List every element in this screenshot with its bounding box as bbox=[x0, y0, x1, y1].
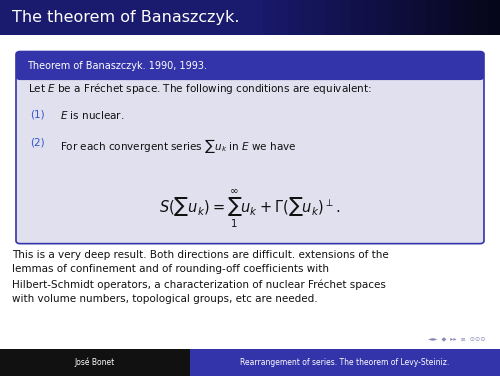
Bar bbox=[375, 0, 388, 35]
Bar bbox=[20, 66, 480, 77]
Bar bbox=[250, 0, 262, 35]
FancyBboxPatch shape bbox=[16, 52, 484, 80]
Text: Rearrangement of series. The theorem of Levy-Steiniz.: Rearrangement of series. The theorem of … bbox=[240, 358, 450, 367]
Text: (1): (1) bbox=[30, 109, 44, 119]
Bar bbox=[425, 0, 438, 35]
Bar bbox=[462, 0, 475, 35]
Bar bbox=[362, 0, 375, 35]
Bar bbox=[0, 0, 500, 35]
Bar bbox=[488, 0, 500, 35]
Bar bbox=[300, 0, 312, 35]
Bar bbox=[450, 0, 462, 35]
FancyBboxPatch shape bbox=[16, 52, 484, 244]
Bar bbox=[400, 0, 412, 35]
Bar bbox=[0, 35, 500, 349]
Text: Let $E$ be a Fréchet space. The following conditions are equivalent:: Let $E$ be a Fréchet space. The followin… bbox=[28, 81, 371, 96]
Bar bbox=[0, 349, 190, 376]
Bar bbox=[350, 0, 362, 35]
Text: For each convergent series $\sum u_k$ in $E$ we have: For each convergent series $\sum u_k$ in… bbox=[60, 137, 296, 155]
Bar bbox=[275, 0, 287, 35]
Bar bbox=[388, 0, 400, 35]
Bar bbox=[262, 0, 275, 35]
Text: José Bonet: José Bonet bbox=[75, 358, 115, 367]
Bar bbox=[325, 0, 338, 35]
Bar bbox=[190, 349, 500, 376]
Text: This is a very deep result. Both directions are difficult. extensions of the
lem: This is a very deep result. Both directi… bbox=[12, 250, 389, 304]
Text: The theorem of Banaszczyk.: The theorem of Banaszczyk. bbox=[12, 10, 240, 25]
Bar bbox=[312, 0, 325, 35]
Bar bbox=[438, 0, 450, 35]
Bar bbox=[412, 0, 425, 35]
Text: $E$ is nuclear.: $E$ is nuclear. bbox=[60, 109, 124, 121]
Bar bbox=[288, 0, 300, 35]
Text: ◄►  ◆  ▸▸  ≡  ⊙⊙⊙: ◄► ◆ ▸▸ ≡ ⊙⊙⊙ bbox=[428, 337, 485, 342]
Text: (2): (2) bbox=[30, 137, 44, 147]
Bar bbox=[338, 0, 350, 35]
Text: $S(\sum u_k) = \sum_{1}^{\infty} u_k + \Gamma(\sum u_k)^{\perp}.$: $S(\sum u_k) = \sum_{1}^{\infty} u_k + \… bbox=[160, 188, 340, 230]
Bar bbox=[475, 0, 488, 35]
Text: Theorem of Banaszczyk. 1990, 1993.: Theorem of Banaszczyk. 1990, 1993. bbox=[28, 61, 208, 71]
